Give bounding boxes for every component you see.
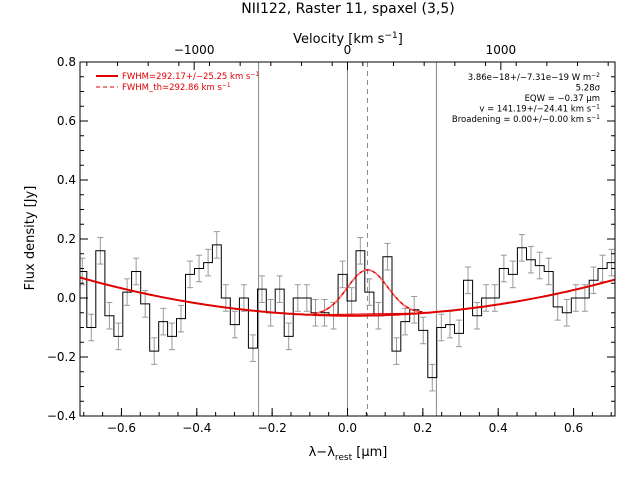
baseline-fit [79, 276, 616, 317]
x-tick-label: −0.6 [107, 421, 136, 435]
y-tick-label: 0.4 [57, 173, 76, 187]
top-axis-title: Velocity [km s−1] [293, 31, 403, 47]
y-tick-label: −0.4 [47, 409, 76, 423]
continuum-under-line [309, 312, 423, 316]
line-fit-theoretical [309, 269, 423, 315]
legend-label: FWHM_th=292.86 km s−1 [122, 82, 231, 93]
fit-series [79, 269, 616, 317]
top-tick-label: −1000 [174, 43, 215, 57]
reference-lines [258, 62, 437, 416]
top-tick-label: 1000 [486, 43, 517, 57]
x-tick-label: 0.0 [338, 421, 357, 435]
annotation-text: Broadening = 0.00+/−0.00 km s−1 [452, 114, 600, 125]
y-axis-title: Flux density [Jy] [23, 186, 38, 291]
error-bars [79, 231, 615, 392]
x-axis-title: λ−λrest [μm] [309, 445, 388, 463]
legend: FWHM=292.17+/−25.25 km s−1FWHM_th=292.86… [96, 71, 259, 93]
x-tick-label: −0.4 [182, 421, 211, 435]
y-tick-label: 0.6 [57, 114, 76, 128]
annotation-text: 5.28σ [576, 84, 601, 94]
axis-ticks: −0.6 −0.4 −0.2 0.0 0.2 0.4 0.6 −1000 0 1000 −0.4 −0… [47, 43, 615, 435]
chart-title: NII122, Raster 11, spaxel (3,5) [241, 1, 454, 17]
x-tick-label: −0.2 [258, 421, 287, 435]
x-tick-label: 0.2 [413, 421, 432, 435]
y-tick-label: 0.2 [57, 232, 76, 246]
legend-label: FWHM=292.17+/−25.25 km s−1 [122, 71, 259, 82]
annotation-text: 3.86e−18+/−7.31e−19 W m−2 [468, 72, 600, 83]
annotation-text: EQW = −0.37 μm [525, 94, 600, 104]
x-tick-label: 0.4 [489, 421, 508, 435]
y-tick-label: 0.8 [57, 55, 76, 69]
x-tick-label: 0.6 [564, 421, 583, 435]
annotation-text: v = 141.19+/−24.41 km s−1 [479, 104, 600, 115]
top-tick-label: 0 [344, 43, 352, 57]
y-tick-label: 0.0 [57, 291, 76, 305]
y-tick-label: −0.2 [47, 350, 76, 364]
